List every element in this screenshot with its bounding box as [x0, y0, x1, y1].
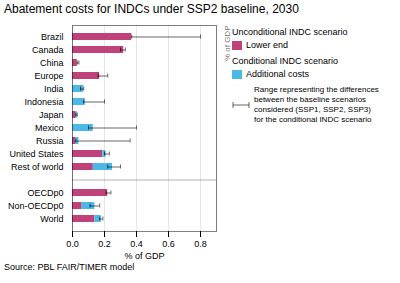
svg-text:0.6: 0.6	[162, 239, 175, 249]
svg-text:Japan: Japan	[39, 110, 64, 120]
svg-text:OECDp0: OECDp0	[27, 188, 63, 198]
html-text:Conditional INDC scenario: Conditional INDC scenario	[232, 56, 339, 66]
svg-text:World: World	[40, 214, 63, 224]
html-text:Source: PBL FAIR/TIMER model: Source: PBL FAIR/TIMER model	[4, 262, 135, 272]
html-text:Lower end: Lower end	[246, 40, 288, 50]
svg-text:% of GDP: % of GDP	[223, 26, 232, 62]
svg-text:0.0: 0.0	[66, 239, 79, 249]
svg-text:Non-OECDp0: Non-OECDp0	[8, 201, 64, 211]
svg-text:0.8: 0.8	[194, 239, 207, 249]
svg-text:Europe: Europe	[34, 71, 63, 81]
svg-text:0.4: 0.4	[130, 239, 143, 249]
svg-text:Russia: Russia	[36, 136, 64, 146]
html-text:Range representing the differe: Range representing the differences betwe…	[254, 85, 379, 124]
svg-text:United States: United States	[9, 149, 64, 159]
html-text:Unconditional INDC scenario: Unconditional INDC scenario	[232, 27, 348, 37]
svg-text:India: India	[44, 84, 64, 94]
html-text:Abatement costs for INDCs unde: Abatement costs for INDCs under SSP2 bas…	[4, 2, 299, 16]
svg-text:Indonesia: Indonesia	[24, 97, 63, 107]
html-text:Additional costs: Additional costs	[246, 69, 309, 79]
svg-text:Mexico: Mexico	[35, 123, 64, 133]
svg-text:% of GDP: % of GDP	[124, 251, 164, 261]
svg-text:Canada: Canada	[32, 45, 64, 55]
svg-text:Brazil: Brazil	[41, 32, 64, 42]
svg-text:Rest of world: Rest of world	[11, 162, 64, 172]
svg-text:0.2: 0.2	[98, 239, 111, 249]
svg-text:China: China	[40, 58, 64, 68]
